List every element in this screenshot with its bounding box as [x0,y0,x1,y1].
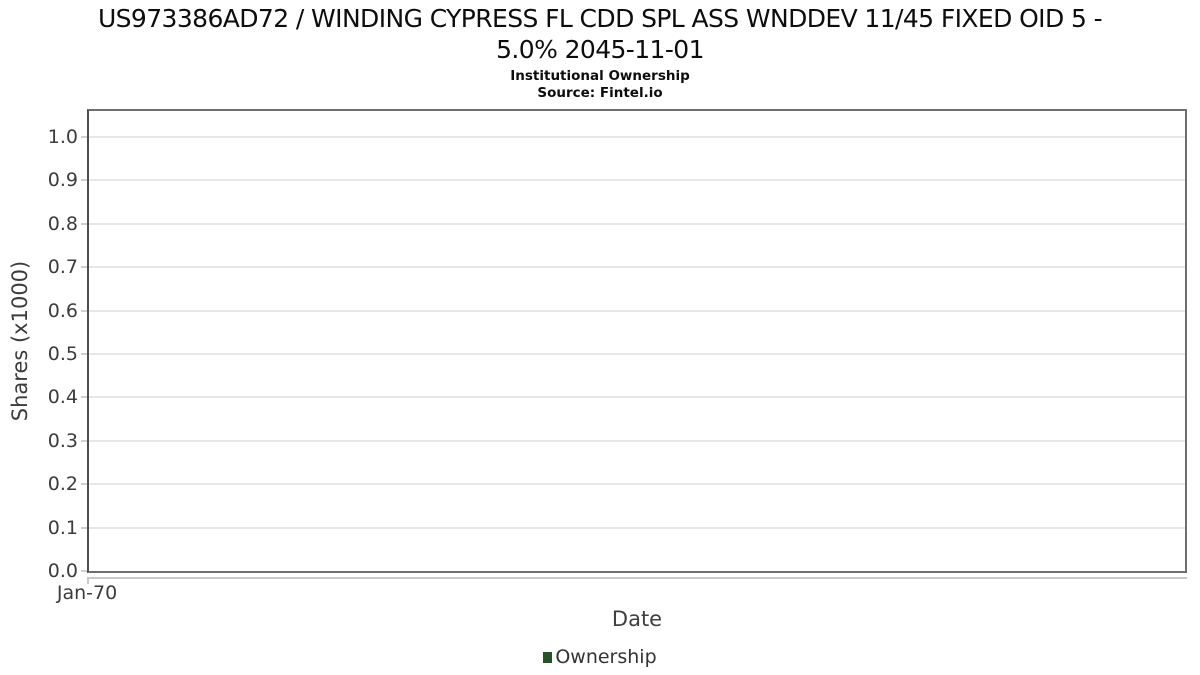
y-tick-mark [81,179,87,182]
y-gridline [89,353,1185,356]
chart-subtitle: Institutional Ownership [510,68,690,84]
y-gridline [89,483,1185,486]
y-tick-label: 0.7 [47,256,78,279]
y-tick-mark [81,526,87,529]
y-gridline [89,396,1185,399]
y-gridline [89,309,1185,312]
legend-item-ownership[interactable]: Ownership [543,645,657,669]
chart-title-line2: 5.0% 2045-11-01 [496,35,704,64]
chart-title: US973386AD72 / WINDING CYPRESS FL CDD SP… [0,3,1200,65]
y-tick-mark [81,266,87,269]
y-tick-mark [81,396,87,399]
y-tick-label: 0.0 [47,560,78,582]
y-tick-label: 0.5 [47,343,78,366]
x-tick-label: Jan-70 [56,582,118,604]
x-axis-title: Date [611,607,663,631]
x-tick-mark [87,577,89,584]
chart-title-line1: US973386AD72 / WINDING CYPRESS FL CDD SP… [97,4,1103,33]
y-gridline [89,526,1185,529]
y-tick-label: 0.3 [47,429,78,452]
y-tick-label: 0.6 [47,299,78,322]
y-gridline [89,266,1185,269]
y-gridline [89,439,1185,442]
y-gridline [89,179,1185,182]
y-tick-mark [81,483,87,486]
y-axis: 0.0 0.1 0.2 0.3 0.4 0.5 0.6 0.7 0.8 0.9 1.0 [0,109,87,582]
y-tick-mark [81,222,87,225]
x-axis-line [87,577,1187,579]
y-axis-title: Shares (x1000) [8,260,32,422]
y-gridline [89,136,1185,139]
y-tick-label: 1.0 [47,126,78,149]
y-tick-mark [81,570,87,572]
plot-area [87,109,1187,573]
chart-source-label: Source: Fintel.io [537,85,663,101]
legend-label: Ownership [555,646,657,668]
legend: Ownership [0,645,1200,669]
y-tick-mark [81,136,87,139]
y-gridline [89,222,1185,225]
y-tick-label: 0.8 [47,212,78,235]
y-tick-label: 0.4 [47,386,78,409]
y-tick-mark [81,309,87,312]
y-tick-label: 0.1 [47,516,78,539]
y-tick-mark [81,353,87,356]
y-tick-label: 0.9 [47,169,78,192]
legend-marker-icon [543,651,553,663]
y-tick-mark [81,439,87,442]
y-tick-label: 0.2 [47,473,78,496]
